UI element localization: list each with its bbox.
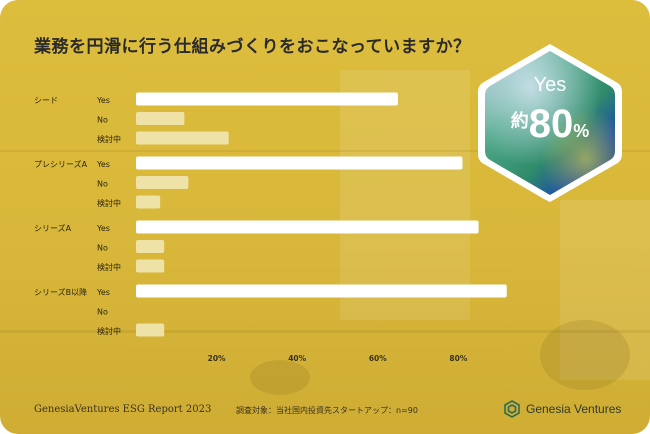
bar bbox=[136, 131, 229, 145]
brand-name: Genesia Ventures bbox=[526, 402, 622, 416]
x-tick-label: 20% bbox=[208, 354, 226, 363]
category-label: No bbox=[97, 308, 108, 317]
chart-title: 業務を円滑に行う仕組みづくりをおこなっていますか？ bbox=[34, 37, 471, 57]
background-plant bbox=[250, 360, 310, 395]
group-label: シリーズA bbox=[34, 223, 72, 233]
category-label: 検討中 bbox=[97, 134, 121, 144]
hexagon-badge-icon bbox=[478, 44, 622, 202]
badge-number: 80 bbox=[528, 102, 574, 146]
category-label: Yes bbox=[96, 96, 110, 105]
background-window bbox=[560, 200, 650, 380]
category-label: 検討中 bbox=[97, 326, 121, 336]
group-label: シリーズB以降 bbox=[34, 287, 87, 297]
brand-logo: Genesia Ventures bbox=[503, 400, 621, 418]
background-plant bbox=[540, 320, 630, 390]
x-tick-label: 60% bbox=[369, 354, 387, 363]
category-label: Yes bbox=[96, 288, 110, 297]
badge-value: 約80% bbox=[470, 102, 630, 147]
bar bbox=[136, 284, 507, 298]
group-label: シード bbox=[34, 96, 58, 105]
badge-prefix: 約 bbox=[510, 111, 529, 131]
x-tick-label: 80% bbox=[449, 354, 467, 363]
background-window bbox=[340, 70, 470, 320]
genesia-logo-icon bbox=[504, 400, 520, 418]
x-tick-label: 40% bbox=[288, 354, 306, 363]
category-label: 検討中 bbox=[97, 262, 121, 272]
bar bbox=[136, 112, 185, 125]
category-label: 検討中 bbox=[97, 198, 121, 208]
category-label: Yes bbox=[96, 160, 110, 169]
background-beam bbox=[0, 330, 650, 333]
badge-unit: % bbox=[573, 121, 590, 141]
bar bbox=[136, 240, 165, 253]
bar bbox=[136, 220, 479, 234]
yes-percentage-badge: Yes 約80% bbox=[470, 38, 630, 208]
badge-label: Yes bbox=[533, 74, 567, 96]
category-label: No bbox=[97, 116, 108, 125]
bar bbox=[136, 259, 165, 273]
category-label: No bbox=[97, 244, 108, 253]
report-name: GenesiaVentures ESG Report 2023 bbox=[34, 404, 212, 415]
survey-note: 調査対象：当社国内投資先スタートアップ：n=90 bbox=[236, 406, 418, 415]
bar bbox=[136, 195, 161, 209]
background-beam bbox=[0, 150, 650, 152]
group-label: プレシリーズA bbox=[34, 159, 88, 169]
bar bbox=[136, 156, 463, 170]
bar bbox=[136, 176, 189, 189]
category-label: Yes bbox=[96, 224, 110, 233]
bar bbox=[136, 92, 398, 106]
bar bbox=[136, 323, 165, 337]
category-label: No bbox=[97, 180, 108, 189]
